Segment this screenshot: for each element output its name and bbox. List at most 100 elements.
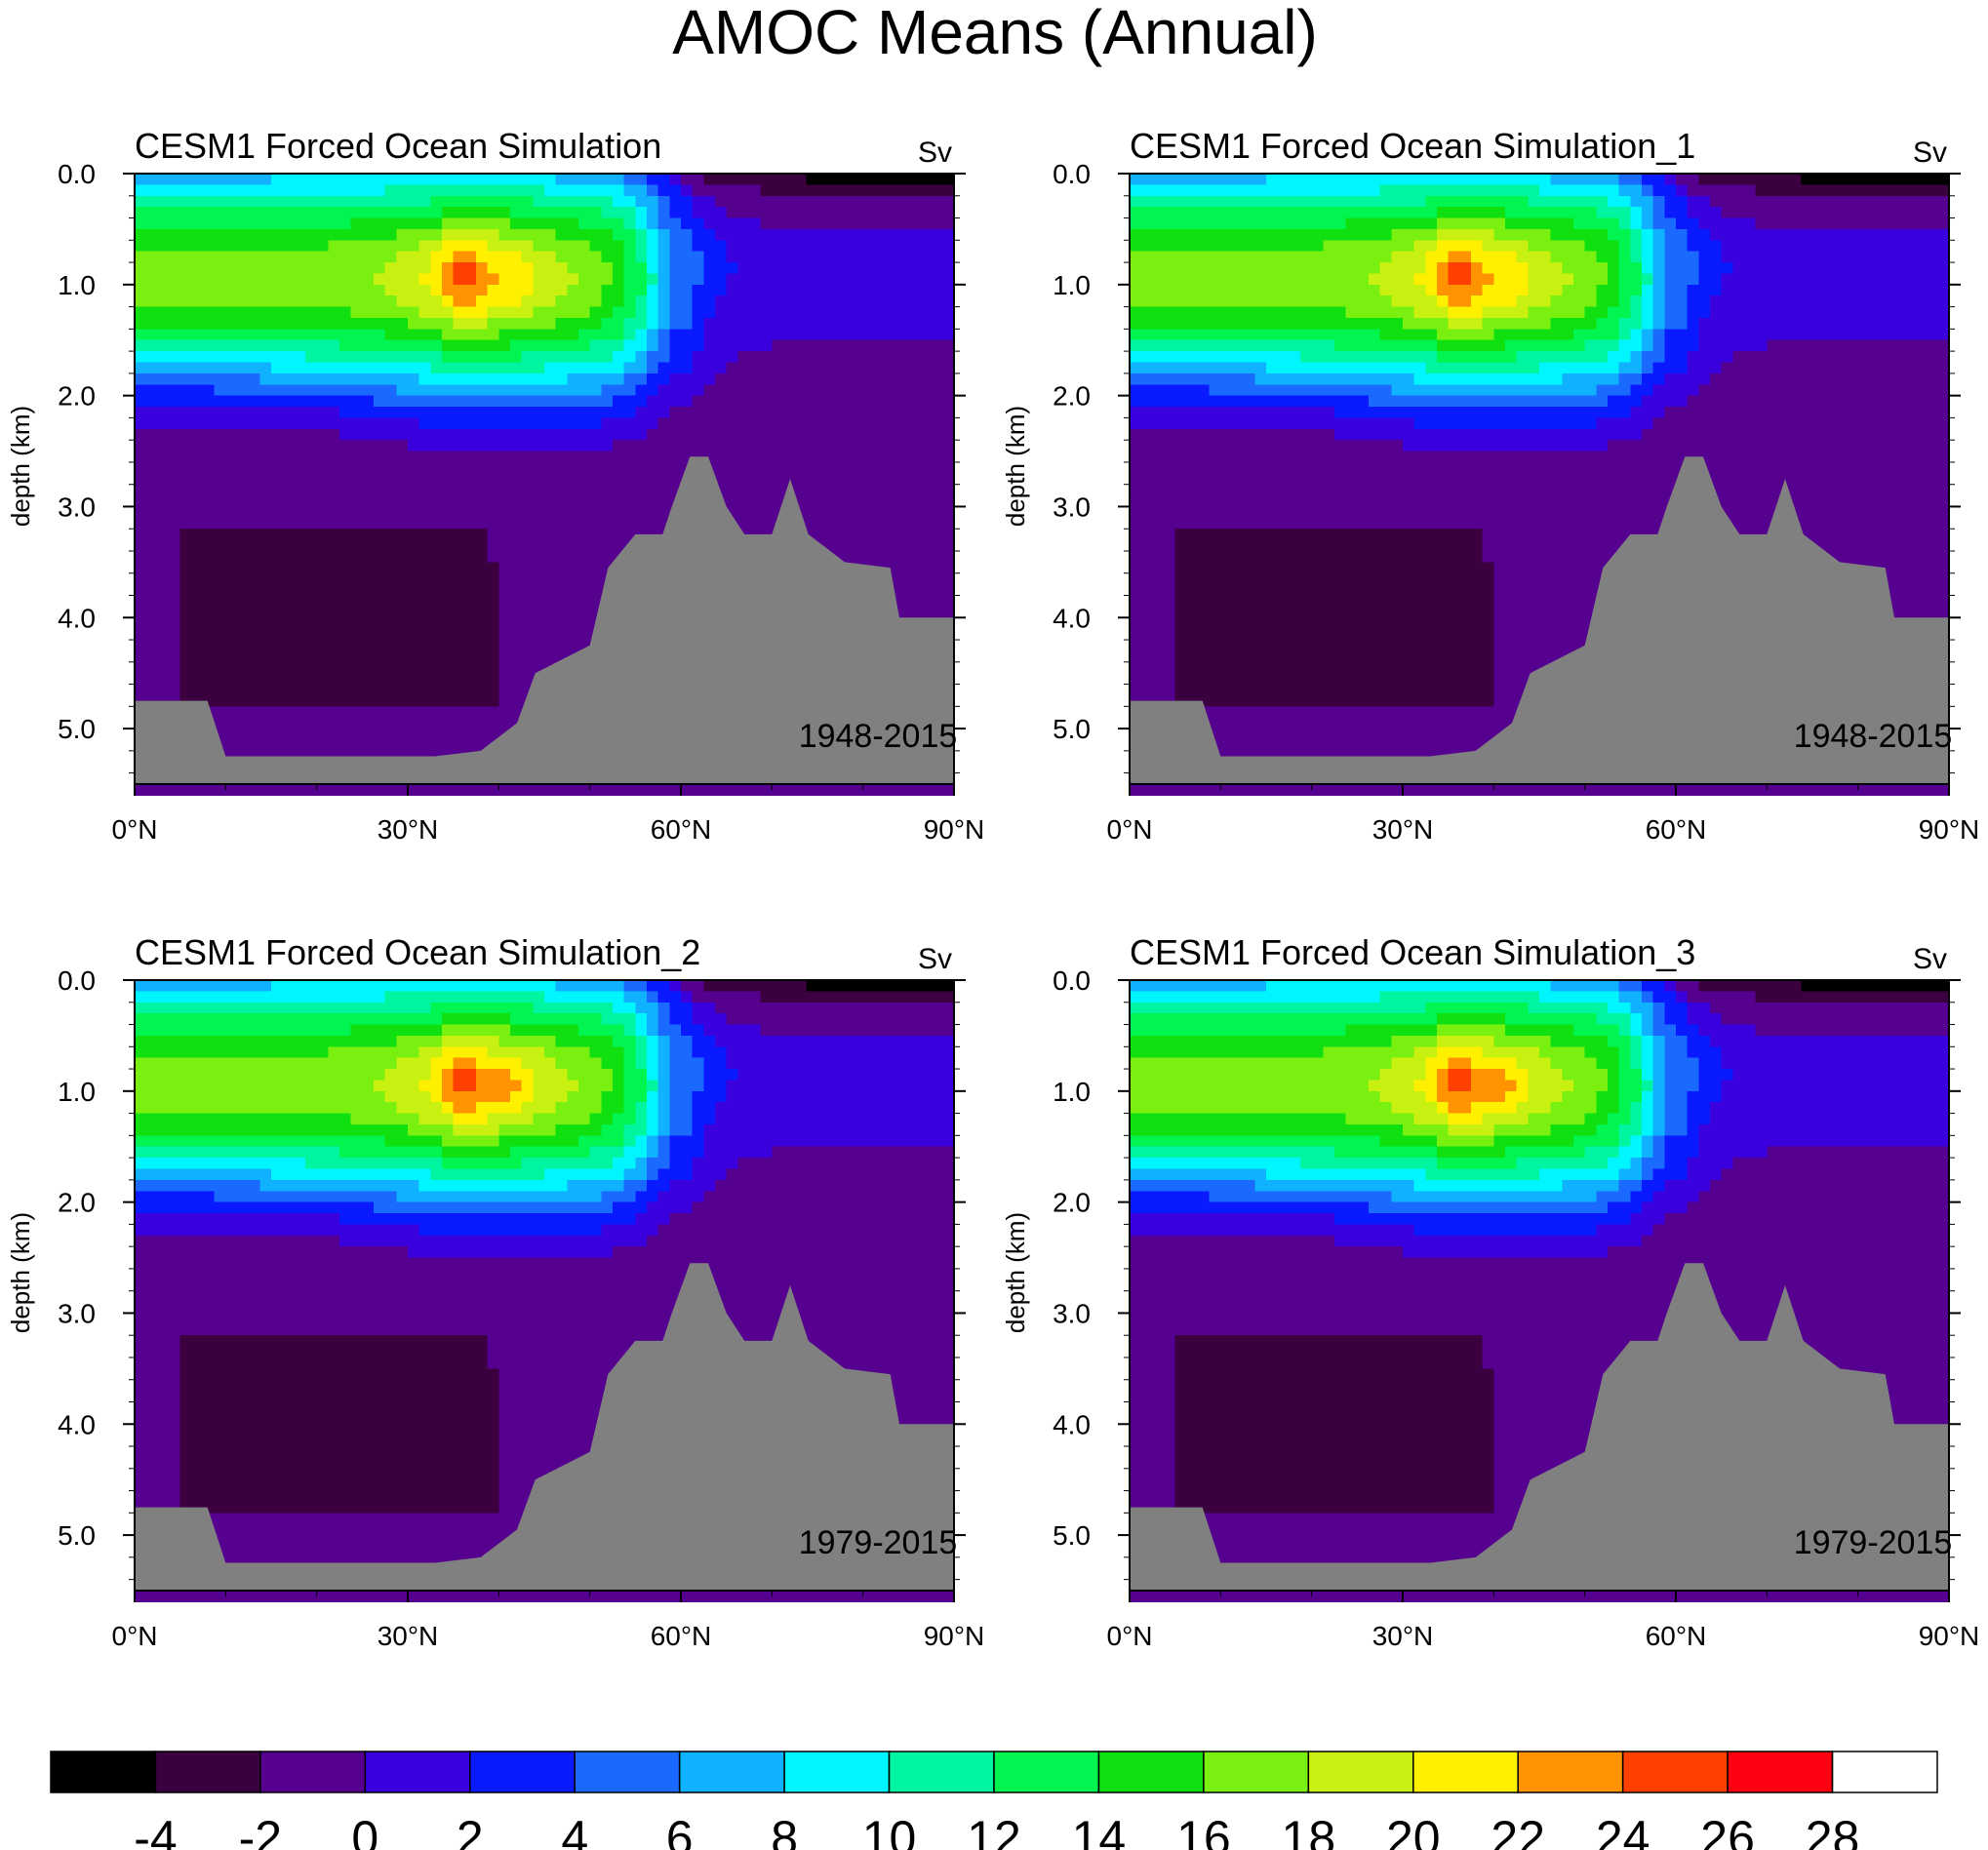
field-cell: [874, 351, 887, 364]
field-cell: [896, 373, 909, 385]
field-cell: [589, 417, 602, 430]
field-cell: [567, 539, 579, 552]
field-cell: [817, 373, 830, 385]
field-cell: [1164, 339, 1176, 352]
field-cell: [135, 295, 147, 308]
field-cell: [737, 506, 750, 519]
field-cell: [316, 717, 329, 729]
field-cell: [191, 606, 204, 618]
field-cell: [179, 461, 192, 474]
field-cell: [862, 384, 875, 397]
field-cell: [942, 407, 955, 418]
field-cell: [487, 362, 499, 374]
field-cell: [282, 240, 295, 253]
field-cell: [920, 595, 933, 608]
field-cell: [1186, 473, 1199, 486]
field-cell: [760, 506, 773, 519]
field-cell: [908, 217, 921, 230]
field-cell: [498, 251, 511, 263]
field-cell: [191, 339, 204, 352]
field-cell: [1232, 373, 1245, 385]
field-cell: [328, 562, 340, 574]
field-cell: [408, 706, 420, 719]
field-cell: [248, 584, 260, 597]
field-cell: [931, 417, 943, 430]
field-cell: [1186, 550, 1199, 563]
field-cell: [920, 539, 933, 552]
field-cell: [1130, 351, 1142, 364]
field-cell: [225, 717, 238, 729]
field-cell: [749, 240, 762, 253]
field-cell: [225, 428, 238, 441]
field-cell: [418, 440, 431, 453]
field-cell: [1174, 174, 1187, 185]
field-cell: [328, 251, 340, 263]
field-cell: [601, 517, 614, 530]
field-cell: [464, 495, 477, 508]
field-cell: [817, 207, 830, 219]
field-cell: [567, 207, 579, 219]
field-cell: [384, 184, 397, 197]
field-cell: [555, 395, 568, 408]
field-cell: [145, 284, 158, 296]
field-cell: [442, 484, 455, 496]
field-cell: [1174, 473, 1187, 486]
field-cell: [487, 539, 499, 552]
field-cell: [920, 495, 933, 508]
field-cell: [191, 306, 204, 319]
field-cell: [1140, 517, 1153, 530]
field-cell: [259, 217, 272, 230]
field-cell: [1152, 550, 1165, 563]
field-cell: [1277, 373, 1290, 385]
field-cell: [1152, 684, 1165, 696]
field-cell: [418, 584, 431, 597]
field-cell: [271, 739, 284, 752]
field-cell: [1232, 329, 1245, 341]
field-cell: [135, 473, 147, 486]
field-cell: [418, 529, 431, 541]
field-cell: [852, 395, 864, 408]
field-cell: [294, 684, 306, 696]
field-cell: [578, 640, 591, 652]
field-cell: [852, 295, 864, 308]
field-cell: [1266, 661, 1279, 674]
field-cell: [1243, 550, 1255, 563]
field-cell: [179, 495, 192, 508]
field-cell: [840, 228, 853, 241]
field-cell: [453, 273, 465, 286]
field-cell: [430, 295, 443, 308]
field-cell: [1300, 473, 1313, 486]
field-cell: [589, 184, 602, 197]
field-cell: [350, 595, 363, 608]
field-cell: [135, 417, 147, 430]
field-cell: [1266, 262, 1279, 275]
field-cell: [737, 495, 750, 508]
field-cell: [430, 240, 443, 253]
field-cell: [487, 784, 499, 796]
field-cell: [476, 373, 489, 385]
field-cell: [487, 506, 499, 519]
field-cell: [350, 461, 363, 474]
field-cell: [282, 217, 295, 230]
field-cell: [179, 650, 192, 663]
field-cell: [1220, 373, 1233, 385]
field-cell: [726, 473, 738, 486]
field-cell: [1300, 195, 1313, 208]
field-cell: [589, 572, 602, 585]
field-cell: [1186, 306, 1199, 319]
field-cell: [191, 661, 204, 674]
field-cell: [1232, 550, 1245, 563]
field-cell: [806, 440, 818, 453]
field-cell: [567, 284, 579, 296]
field-cell: [339, 295, 352, 308]
field-cell: [487, 317, 499, 330]
field-cell: [259, 451, 272, 463]
field-cell: [487, 262, 499, 275]
field-cell: [589, 339, 602, 352]
field-cell: [1232, 284, 1245, 296]
field-cell: [657, 207, 670, 219]
field-cell: [544, 628, 557, 641]
field-cell: [145, 572, 158, 585]
field-cell: [942, 273, 955, 286]
field-cell: [237, 417, 250, 430]
